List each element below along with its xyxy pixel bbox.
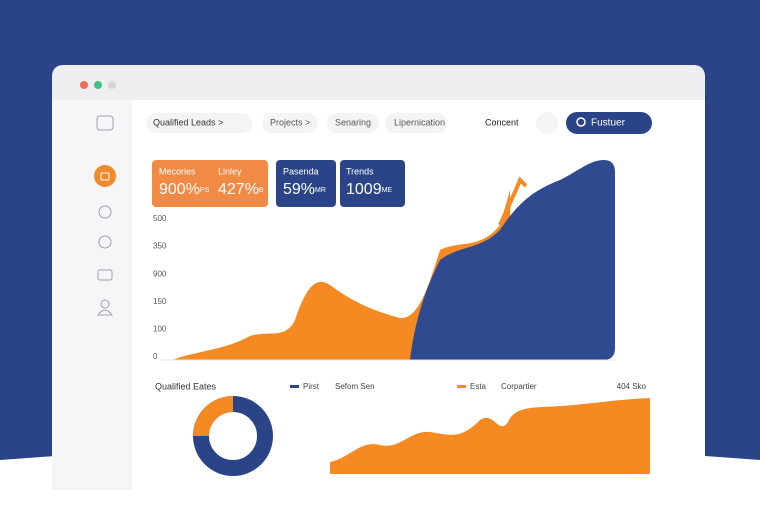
sidebar-icon[interactable] (96, 115, 114, 131)
sidebar-icon[interactable] (98, 205, 112, 219)
nav-item[interactable]: Qualified Leads > (153, 117, 223, 127)
card (152, 160, 268, 207)
y-tick-label: 350 (153, 242, 167, 251)
card-label: Pasenda (283, 166, 319, 176)
nav-pill[interactable] (385, 113, 447, 133)
legend-entry: Corpartier (501, 382, 537, 391)
y-axis: 500 350 900 150 100 0 (153, 214, 167, 361)
donut-segment (193, 396, 234, 437)
nav-item[interactable]: Lipernication (394, 117, 445, 127)
card-label: Mecories (159, 166, 196, 176)
window-dot (80, 81, 88, 89)
total-label: 404 Sko (617, 382, 647, 391)
legend-swatch (457, 385, 466, 388)
search-button[interactable] (566, 112, 652, 134)
card-number: 1009 (346, 181, 382, 198)
lock-icon (100, 172, 110, 181)
nav-pill[interactable] (262, 113, 318, 133)
bottom-area (330, 398, 650, 474)
legend-entry: Sefom Sen (335, 382, 375, 391)
nav-pill[interactable] (327, 113, 379, 133)
nav-item[interactable]: Projects > (270, 117, 310, 127)
card-unit: ME (382, 187, 393, 194)
search-icon (576, 117, 586, 127)
cards: Mecories 900%PS Linley 427%B Pasenda 59%MR Tre… (159, 166, 392, 198)
window-dot (94, 81, 102, 89)
nav-pill[interactable] (146, 113, 252, 133)
y-tick-label: 0 (153, 352, 158, 361)
card (276, 160, 336, 207)
legend-swatch (290, 385, 299, 388)
card-label: Linley (218, 166, 242, 176)
sidebar-icon[interactable] (97, 269, 113, 281)
y-tick-label: 100 (153, 325, 167, 334)
card-value: 1009ME (346, 181, 392, 198)
sidebar (52, 100, 132, 490)
card (340, 160, 405, 207)
y-tick-label: 900 (153, 269, 167, 278)
nav-link[interactable]: Concent (485, 117, 519, 127)
window-dot (108, 81, 116, 89)
card-unit: PS (200, 187, 210, 194)
card-number: 427% (218, 181, 259, 198)
legend-entry: Esta (470, 382, 487, 391)
blue-area (410, 160, 615, 360)
sidebar-icon-active[interactable] (94, 165, 116, 187)
y-tick-label: 500 (153, 214, 167, 223)
sidebar-icon[interactable] (98, 235, 112, 249)
icon-button[interactable] (536, 112, 558, 134)
title-bar (52, 65, 705, 100)
card-label: Trends (346, 166, 374, 176)
trend-arrow (498, 176, 528, 226)
sidebar-icon (97, 309, 113, 316)
card-unit: MR (315, 187, 326, 194)
card-value: 427%B (218, 181, 264, 198)
card-unit: B (259, 187, 264, 194)
nav-item[interactable]: Senaring (335, 117, 371, 127)
y-tick-label: 150 (153, 297, 167, 306)
bottom-title: Qualified Eates (155, 381, 217, 391)
card-value: 900%PS (159, 181, 210, 198)
card-value: 59%MR (283, 181, 326, 198)
card-number: 59% (283, 181, 315, 198)
sidebar-icon[interactable] (100, 299, 110, 309)
card-number: 900% (159, 181, 200, 198)
search-label[interactable]: Fustuer (591, 118, 626, 129)
legend-entry: Pirst (303, 382, 320, 391)
